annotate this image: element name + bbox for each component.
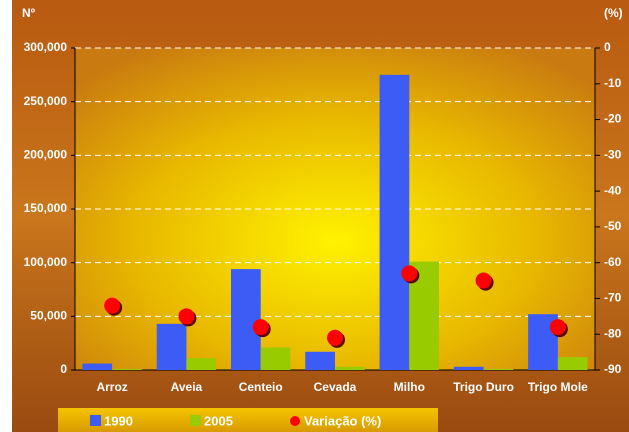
y-tick-label: 0	[60, 362, 67, 376]
y2-tick-label: -70	[604, 291, 622, 305]
y2-tick-label: -40	[604, 183, 622, 197]
bar	[156, 323, 187, 370]
bar	[335, 366, 365, 370]
y2-tick-label: 0	[604, 40, 611, 54]
marker	[327, 329, 343, 346]
bar	[186, 358, 217, 370]
marker	[104, 297, 121, 314]
bar	[231, 269, 261, 370]
bar	[112, 368, 142, 370]
x-tick-label: Cevada	[314, 380, 357, 394]
bar	[379, 74, 410, 370]
legend-marker	[290, 416, 300, 426]
y2-tick-label: -20	[604, 112, 622, 126]
x-tick-label: Centeio	[239, 380, 283, 394]
y2-tick-label: -30	[604, 148, 622, 162]
y2-tick-label: -50	[604, 219, 622, 233]
legend-label: 2005	[204, 413, 233, 428]
marker	[549, 319, 566, 336]
y-tick-label: 150,000	[24, 201, 68, 215]
bar	[557, 357, 588, 370]
y-tick-label: 250,000	[24, 94, 68, 108]
y-tick-label: 300,000	[24, 40, 68, 54]
y-tick-label: 50,000	[30, 309, 67, 323]
y2-tick-label: -10	[604, 76, 622, 90]
legend-swatch	[90, 415, 101, 426]
y-axis-title: Nº	[22, 6, 36, 20]
legend-swatch	[190, 415, 201, 426]
y2-axis-title: (%)	[604, 6, 623, 20]
marker	[401, 265, 418, 282]
x-tick-label: Trigo Mole	[528, 380, 588, 394]
bar	[260, 347, 291, 370]
x-tick-label: Aveia	[171, 380, 203, 394]
y-tick-label: 100,000	[24, 255, 68, 269]
bar	[483, 368, 514, 370]
bar	[453, 366, 484, 370]
y-tick-label: 200,000	[24, 148, 68, 162]
y2-tick-label: -60	[604, 255, 622, 269]
x-tick-label: Trigo Duro	[453, 380, 514, 394]
legend	[58, 408, 438, 432]
y2-tick-label: -90	[604, 362, 622, 376]
bar	[82, 363, 113, 370]
legend-label: 1990	[104, 413, 133, 428]
left-strip	[0, 0, 12, 432]
legend-label: Variação (%)	[304, 413, 381, 428]
bar	[305, 351, 335, 370]
x-tick-label: Arroz	[96, 380, 127, 394]
x-tick-label: Milho	[394, 380, 425, 394]
y2-tick-label: -80	[604, 326, 622, 340]
marker	[178, 308, 195, 325]
marker	[475, 272, 492, 289]
marker	[252, 319, 269, 336]
